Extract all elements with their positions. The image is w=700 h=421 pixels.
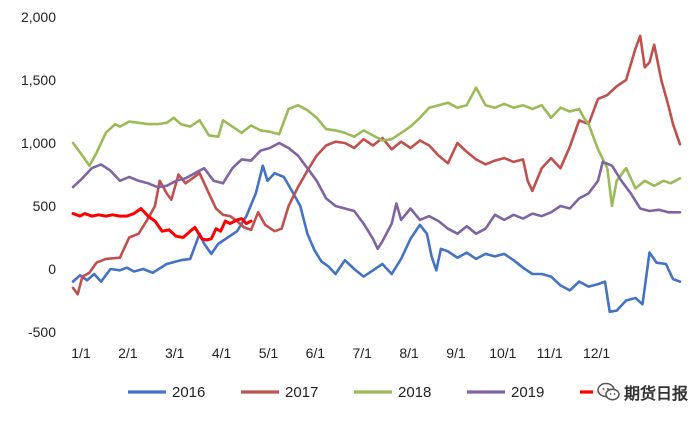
legend-label-2016: 2016 (172, 384, 205, 401)
x-tick-label: 11/1 (537, 345, 563, 361)
legend-label-2018: 2018 (398, 384, 431, 401)
y-axis-ticks: -500 0 500 1,000 1,500 2,000 (21, 9, 56, 340)
legend-label-2017: 2017 (285, 384, 318, 401)
watermark-text: 期货日报 (623, 384, 688, 403)
legend-label-2019: 2019 (511, 384, 544, 401)
x-tick-label: 3/1 (165, 345, 185, 361)
x-tick-label: 5/1 (259, 345, 279, 361)
series-line-2018 (71, 86, 682, 208)
x-tick-label: 10/1 (489, 345, 516, 361)
series-line-2016 (71, 164, 682, 314)
x-tick-label: 6/1 (306, 345, 326, 361)
x-tick-label: 4/1 (212, 345, 232, 361)
y-tick-label: 500 (33, 198, 57, 214)
series-lines (71, 34, 682, 314)
wechat-icon (597, 382, 620, 401)
y-tick-label: 2,000 (21, 9, 56, 25)
y-tick-label: -500 (28, 324, 56, 340)
series-line-2019 (71, 141, 682, 251)
series-line-2017 (71, 34, 682, 296)
legend: 20162017201820192020 (128, 384, 657, 401)
y-tick-label: 1,000 (21, 135, 56, 151)
x-tick-label: 2/1 (118, 345, 138, 361)
x-tick-label: 9/1 (446, 345, 466, 361)
series-line-2020 (71, 207, 253, 242)
x-tick-label: 1/1 (71, 345, 91, 361)
y-tick-label: 1,500 (21, 72, 56, 88)
x-tick-label: 7/1 (353, 345, 373, 361)
x-tick-label: 12/1 (583, 345, 610, 361)
x-tick-label: 8/1 (399, 345, 419, 361)
x-axis-ticks: 1/1 2/1 3/1 4/1 5/1 6/1 7/1 8/1 9/1 10/1 11/1 12/1 (71, 345, 610, 361)
y-tick-label: 0 (48, 261, 56, 277)
watermark: 期货日报 (592, 378, 692, 406)
